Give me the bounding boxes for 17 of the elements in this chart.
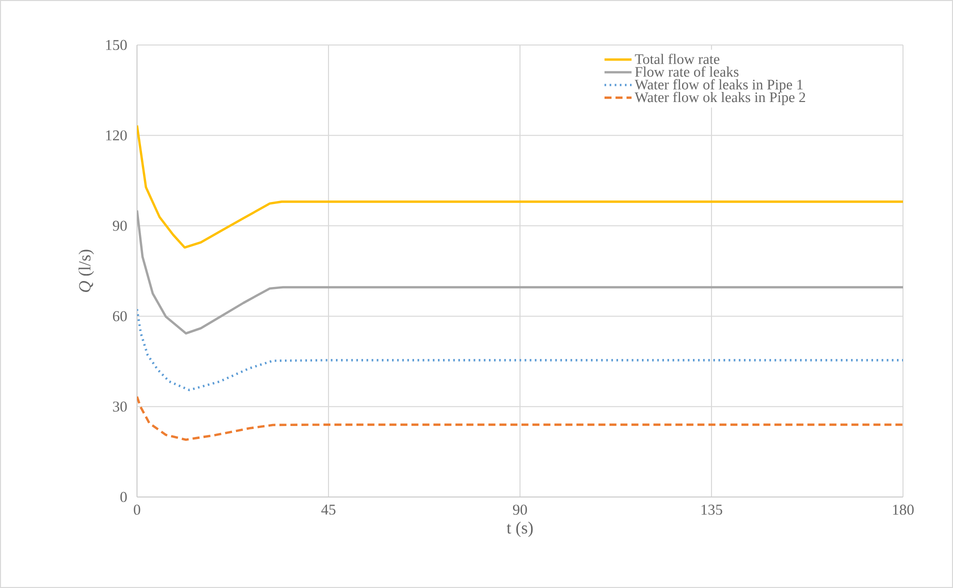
legend-label: Water flow of leaks in Pipe 1 <box>634 79 803 92</box>
legend-label: Flow rate of leaks <box>635 66 738 77</box>
x-tick-label: 180 <box>893 504 914 515</box>
x-tick-label: 90 <box>512 504 527 515</box>
legend-label: Water flow ok leaks in Pipe 2 <box>634 92 806 106</box>
y-tick-label: 0 <box>120 492 127 502</box>
legend-label: Total flow rate <box>634 54 720 64</box>
y-tick-label: 120 <box>106 130 127 140</box>
y-tick-label: 150 <box>106 40 127 50</box>
y-axis-title: Q (l/s) <box>78 250 94 292</box>
x-axis-title: t (s) <box>506 522 533 538</box>
x-tick-label: 135 <box>702 504 722 515</box>
y-tick-label: 60 <box>112 311 127 322</box>
x-tick-label: 45 <box>321 504 336 515</box>
x-tick-label: 0 <box>134 504 140 515</box>
y-tick-label: 30 <box>113 402 127 412</box>
y-tick-label: 90 <box>112 220 127 231</box>
